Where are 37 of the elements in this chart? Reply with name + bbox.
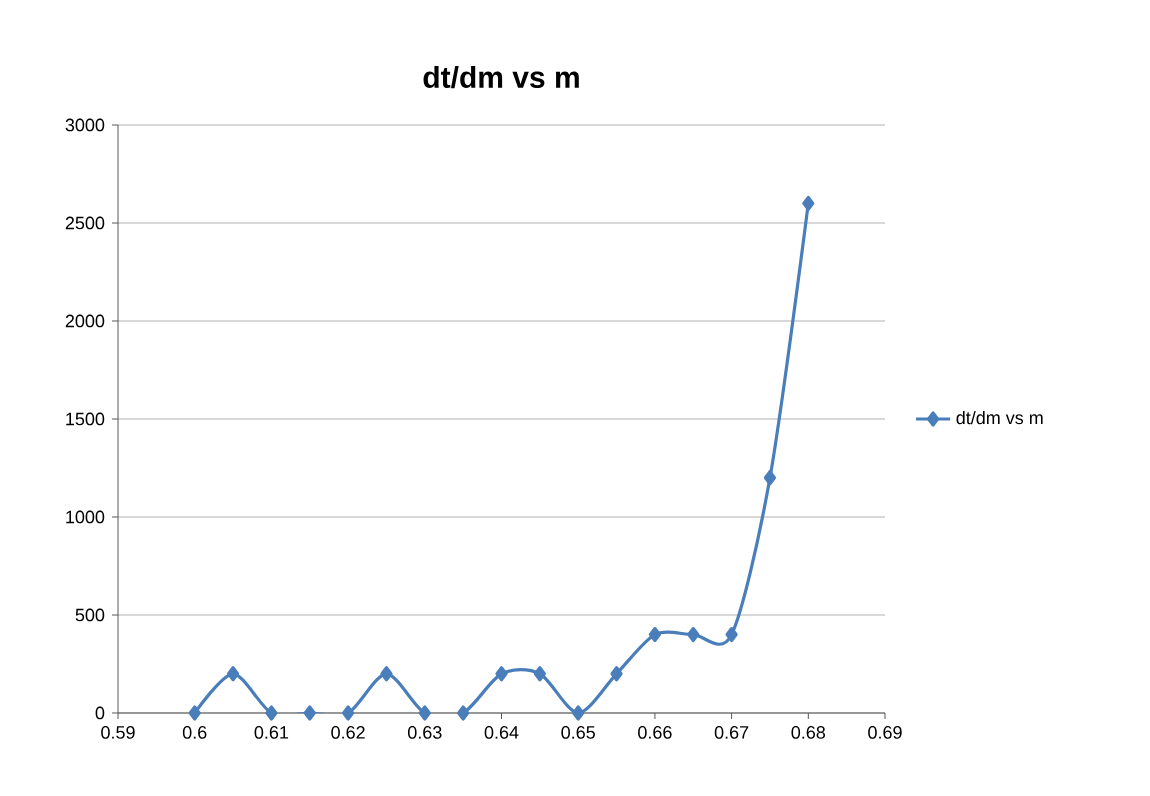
x-tick-label: 0.64	[484, 726, 519, 739]
x-tick-label: 0.6	[182, 726, 207, 739]
point	[188, 705, 201, 721]
chart-title: dt/dm vs m	[423, 65, 579, 89]
x-tick-label: 0.62	[331, 726, 365, 739]
x-tick-label: 0.66	[638, 726, 672, 739]
point	[533, 666, 546, 682]
point	[226, 666, 240, 682]
y-tick-label: 3000	[65, 118, 105, 132]
y-tick-label: 2500	[65, 216, 105, 230]
point	[610, 666, 623, 682]
y-tick-label: 500	[75, 608, 105, 622]
point	[687, 626, 700, 643]
x-tick-label: 0.68	[791, 726, 826, 739]
point	[572, 705, 585, 721]
point	[265, 705, 278, 721]
y-tick-label: 1000	[66, 510, 105, 524]
x-tick-label: 0.69	[868, 726, 902, 739]
x-tick-label: 0.67	[714, 726, 749, 739]
legend-label: dt/dm vs m	[956, 410, 1043, 425]
point	[763, 470, 777, 486]
point	[303, 705, 316, 721]
x-tick-label: 0.61	[254, 726, 289, 739]
x-tick-label: 0.63	[407, 726, 442, 739]
point	[380, 666, 393, 682]
x-tick-label: 0.65	[561, 726, 595, 739]
point	[342, 705, 355, 721]
point	[802, 195, 815, 211]
x-tick-label: 0.59	[101, 726, 135, 739]
point	[648, 626, 662, 643]
y-tick-label: 2000	[65, 314, 105, 328]
point	[495, 666, 508, 682]
point	[418, 705, 431, 721]
y-tick-label: 0	[95, 706, 105, 720]
point	[457, 705, 470, 721]
point	[725, 626, 738, 643]
y-tick-label: 1500	[66, 412, 105, 426]
